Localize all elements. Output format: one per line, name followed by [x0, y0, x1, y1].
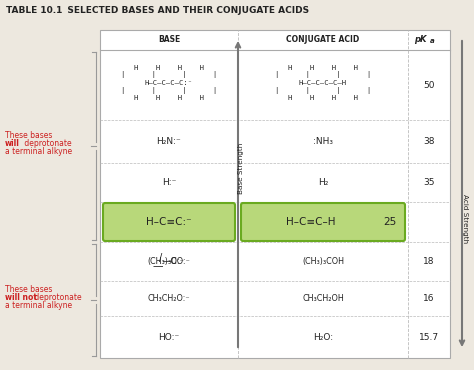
Text: CH₃CH₂O:⁻: CH₃CH₂O:⁻ [148, 294, 191, 303]
Text: HO:⁻: HO:⁻ [158, 333, 180, 342]
Text: —O:⁻: —O:⁻ [163, 257, 185, 266]
Text: a: a [430, 38, 435, 44]
Text: These bases: These bases [5, 131, 52, 141]
Text: SELECTED BASES AND THEIR CONJUGATE ACIDS: SELECTED BASES AND THEIR CONJUGATE ACIDS [58, 6, 309, 15]
Text: 18: 18 [423, 257, 435, 266]
Text: (CH₃)₃COH: (CH₃)₃COH [302, 257, 344, 266]
Text: CH₃CH₂OH: CH₃CH₂OH [302, 294, 344, 303]
Text: H–C–C–C–C–H: H–C–C–C–C–H [299, 80, 347, 86]
Text: deprotonate: deprotonate [22, 139, 72, 148]
Text: Base Strength: Base Strength [238, 143, 244, 194]
Text: Acid Strength: Acid Strength [462, 194, 468, 243]
Text: H–C–C–C–C:⁻: H–C–C–C–C:⁻ [145, 80, 193, 86]
Text: a terminal alkyne: a terminal alkyne [5, 148, 72, 157]
Text: H:⁻: H:⁻ [162, 178, 176, 187]
FancyBboxPatch shape [100, 30, 450, 358]
Text: 16: 16 [423, 294, 435, 303]
Text: 15.7: 15.7 [419, 333, 439, 342]
Text: a terminal alkyne: a terminal alkyne [5, 302, 72, 310]
Text: H    H    H    H: H H H H [134, 65, 204, 71]
Text: |      |      |      |: | | | | [275, 87, 371, 94]
Text: BASE: BASE [158, 36, 180, 44]
Text: will: will [5, 139, 20, 148]
Text: H–C≡C–H: H–C≡C–H [286, 217, 336, 227]
Text: 38: 38 [423, 137, 435, 146]
Text: |      |      |      |: | | | | [121, 71, 217, 78]
Text: 35: 35 [423, 178, 435, 187]
Text: ⋅: ⋅ [160, 262, 162, 271]
Text: will not: will not [5, 293, 37, 303]
Text: H    H    H    H: H H H H [134, 95, 204, 101]
Text: TABLE 10.1: TABLE 10.1 [6, 6, 63, 15]
Text: :NH₃: :NH₃ [313, 137, 333, 146]
Text: These bases: These bases [5, 286, 52, 295]
Text: —: — [152, 262, 162, 272]
Text: H    H    H    H: H H H H [288, 65, 358, 71]
Text: H    H    H    H: H H H H [288, 95, 358, 101]
Text: pK: pK [414, 34, 427, 44]
Text: 25: 25 [383, 217, 397, 227]
Text: (CH₃)₃CO:⁻: (CH₃)₃CO:⁻ [147, 257, 191, 266]
FancyBboxPatch shape [103, 203, 235, 241]
Text: /: / [159, 252, 163, 262]
Text: H–C≡C:⁻: H–C≡C:⁻ [146, 217, 192, 227]
Text: H₂: H₂ [318, 178, 328, 187]
Text: |      |      |      |: | | | | [275, 71, 371, 78]
Text: |      |      |      |: | | | | [121, 87, 217, 94]
FancyBboxPatch shape [241, 203, 405, 241]
Text: H₂N:⁻: H₂N:⁻ [156, 137, 182, 146]
Text: H₂O:: H₂O: [313, 333, 333, 342]
Text: CONJUGATE ACID: CONJUGATE ACID [286, 36, 360, 44]
Text: deprotonate: deprotonate [32, 293, 82, 303]
Text: 50: 50 [423, 81, 435, 90]
